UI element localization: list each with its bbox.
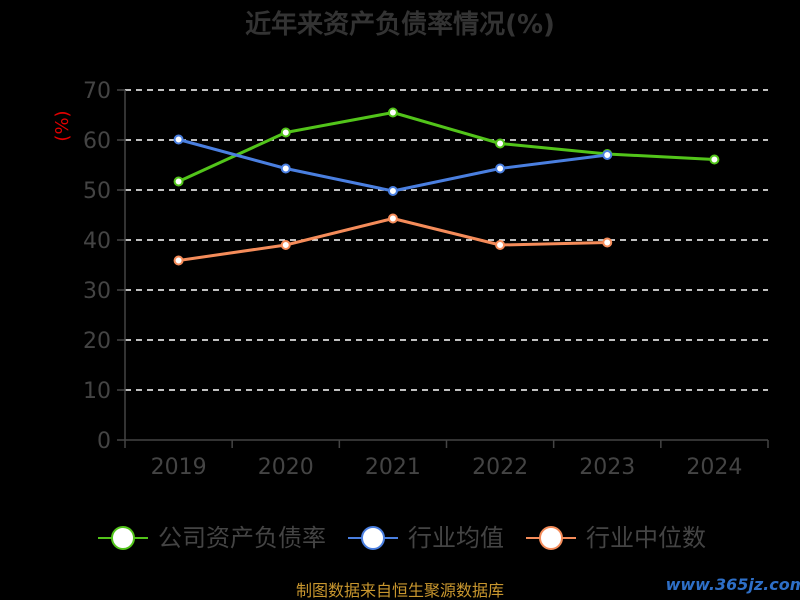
legend-label: 行业中位数	[586, 524, 706, 552]
legend-item[interactable]: 公司资产负债率	[98, 524, 326, 552]
series-layer	[173, 107, 720, 266]
y-axis-unit: (%)	[52, 110, 73, 141]
grid-lines	[125, 89, 768, 391]
y-tick-label: 70	[83, 79, 111, 104]
data-point	[495, 163, 506, 174]
data-point	[602, 150, 613, 160]
x-tick-label: 2024	[686, 455, 742, 480]
data-point	[280, 163, 291, 174]
watermark: www.365jz.com	[666, 575, 800, 594]
data-point	[709, 154, 720, 165]
x-tick-label: 2022	[472, 455, 528, 480]
data-point	[280, 240, 291, 250]
x-tick-label: 2020	[258, 455, 314, 480]
legend[interactable]: 公司资产负债率 行业均值 行业中位数	[98, 524, 706, 552]
y-tick-label: 60	[83, 129, 111, 154]
x-tick-label: 2023	[579, 455, 635, 480]
axes: 0 10 20 30 40 50 60 70 2019 2020 2021 2022 2023 2024	[83, 79, 769, 480]
legend-item[interactable]: 行业中位数	[526, 524, 706, 552]
x-tick-label: 2021	[365, 455, 421, 480]
series-行业中位数	[173, 213, 613, 266]
data-point	[495, 240, 506, 250]
y-tick-label: 50	[83, 179, 111, 204]
series-行业均值	[173, 134, 613, 196]
data-point	[495, 138, 506, 149]
x-tick-label: 2019	[151, 455, 207, 480]
y-tick-label: 40	[83, 229, 111, 254]
data-point	[173, 176, 184, 187]
legend-label: 行业均值	[408, 524, 504, 552]
source-note: 制图数据来自恒生聚源数据库	[296, 581, 504, 600]
y-tick-label: 20	[83, 329, 111, 354]
data-point	[387, 186, 398, 196]
series-line	[177, 111, 715, 183]
data-point	[280, 127, 291, 138]
legend-item[interactable]: 行业均值	[348, 524, 504, 552]
data-point	[387, 213, 398, 224]
data-point	[173, 134, 184, 145]
legend-label: 公司资产负债率	[158, 524, 326, 552]
data-point	[387, 107, 398, 118]
data-point	[173, 255, 184, 266]
data-point	[602, 237, 613, 248]
y-tick-label: 30	[83, 279, 111, 304]
series-公司资产负债率	[173, 107, 720, 187]
y-tick-label: 10	[83, 379, 111, 404]
legend-marker	[111, 526, 135, 550]
legend-marker	[539, 526, 563, 550]
chart-title: 近年来资产负债率情况(%)	[245, 9, 555, 40]
legend-marker	[361, 526, 385, 550]
y-tick-label: 0	[97, 429, 111, 454]
